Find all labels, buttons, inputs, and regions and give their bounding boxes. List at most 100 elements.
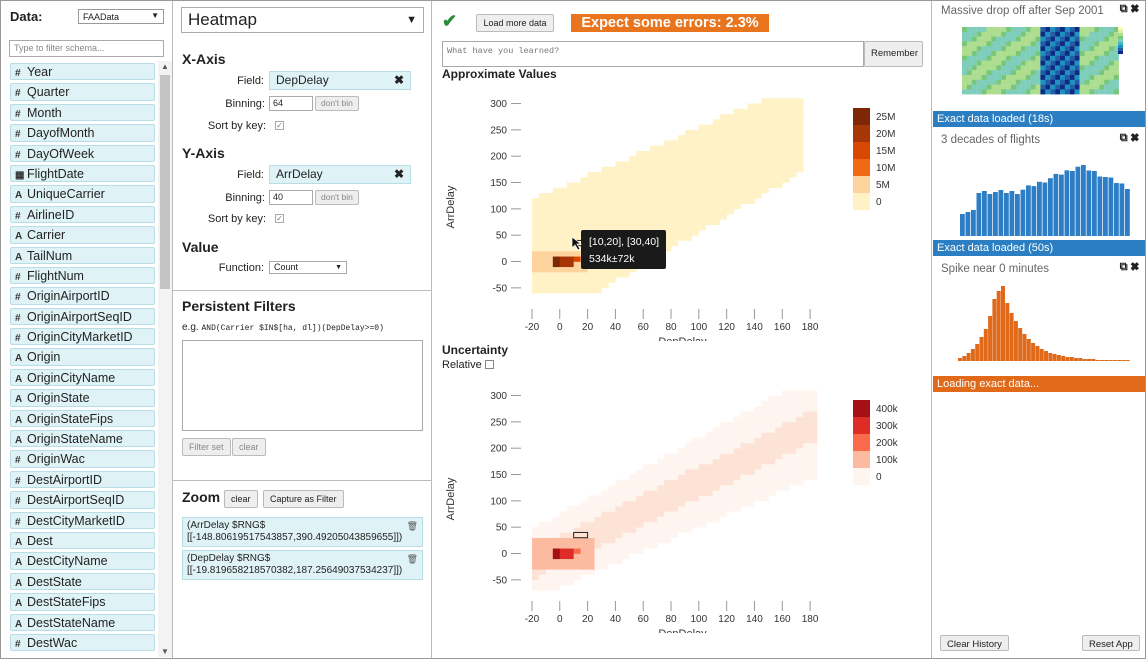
heatmap-cell[interactable] [559, 558, 568, 565]
heatmap-cell[interactable] [754, 490, 762, 496]
heatmap-cell[interactable] [733, 161, 741, 168]
heatmap-cell[interactable] [636, 527, 644, 533]
heatmap-cell[interactable] [761, 485, 769, 491]
heatmap-cell[interactable] [629, 527, 637, 533]
heatmap-cell[interactable] [622, 521, 630, 528]
heatmap-cell[interactable] [650, 542, 658, 549]
capture-as-filter-button[interactable]: Capture as Filter [263, 490, 344, 508]
heatmap-cell[interactable] [810, 458, 818, 465]
history-card[interactable]: 3 decades of flights ⧉ ✖ [935, 132, 1143, 240]
heatmap-cell[interactable] [636, 479, 644, 486]
heatmap-cell[interactable] [545, 193, 554, 199]
heatmap-cell[interactable] [698, 458, 707, 465]
heatmap-cell[interactable] [740, 490, 748, 496]
heatmap-cell[interactable] [531, 282, 540, 289]
heatmap-cell[interactable] [608, 198, 616, 204]
heatmap-cell[interactable] [573, 558, 581, 565]
heatmap-cell[interactable] [608, 171, 616, 178]
schema-field[interactable]: A OriginCityName [10, 368, 155, 387]
heatmap-cell[interactable] [754, 448, 762, 454]
heatmap-cell[interactable] [559, 516, 568, 523]
heatmap-cell[interactable] [803, 463, 811, 470]
heatmap-cell[interactable] [601, 500, 609, 507]
heatmap-cell[interactable] [733, 479, 741, 486]
heatmap-cell[interactable] [594, 214, 602, 220]
heatmap-cell[interactable] [643, 474, 651, 481]
heatmap-cell[interactable] [615, 553, 623, 560]
heatmap-cell[interactable] [705, 140, 714, 146]
heatmap-cell[interactable] [594, 495, 602, 502]
heatmap-cell[interactable] [629, 548, 637, 554]
heatmap-cell[interactable] [782, 469, 790, 475]
heatmap-cell[interactable] [650, 537, 658, 544]
heatmap-cell[interactable] [552, 537, 561, 544]
heatmap-cell[interactable] [622, 511, 630, 517]
heatmap-cell[interactable] [671, 156, 679, 162]
heatmap-cell[interactable] [698, 463, 707, 470]
heatmap-cell[interactable] [671, 203, 679, 210]
heatmap-cell[interactable] [538, 198, 547, 204]
heatmap-cell[interactable] [733, 129, 741, 136]
heatmap-cell[interactable] [733, 427, 741, 433]
heatmap-cell[interactable] [782, 411, 790, 417]
heatmap-cell[interactable] [789, 161, 797, 168]
heatmap-cell[interactable] [747, 474, 755, 481]
heatmap-cell[interactable] [761, 490, 769, 496]
heatmap-cell[interactable] [636, 495, 644, 502]
heatmap-cell[interactable] [698, 166, 707, 173]
heatmap-cell[interactable] [538, 569, 547, 575]
heatmap-cell[interactable] [538, 245, 547, 252]
heatmap-cell[interactable] [559, 527, 568, 533]
heatmap-cell[interactable] [754, 140, 762, 146]
heatmap-cell[interactable] [657, 150, 665, 157]
heatmap-cell[interactable] [594, 548, 602, 554]
heatmap-cell[interactable] [643, 193, 651, 199]
schema-field[interactable]: # FlightNum [10, 266, 155, 285]
heatmap-cell[interactable] [657, 177, 665, 183]
heatmap-cell[interactable] [622, 548, 630, 554]
heatmap-cell[interactable] [684, 150, 693, 157]
heatmap-cell[interactable] [810, 411, 818, 417]
heatmap-cell[interactable] [573, 553, 581, 560]
heatmap-cell[interactable] [754, 103, 762, 110]
heatmap-cell[interactable] [810, 469, 818, 475]
history-card[interactable]: Spike near 0 minutes ⧉ ✖ [935, 261, 1143, 375]
heatmap-cell[interactable] [789, 479, 797, 486]
heatmap-cell[interactable] [789, 395, 797, 402]
heatmap-cell[interactable] [775, 98, 783, 104]
heatmap-cell[interactable] [601, 548, 609, 554]
heatmap-cell[interactable] [671, 458, 679, 465]
heatmap-cell[interactable] [726, 145, 734, 152]
schema-field[interactable]: # DestWac [10, 633, 155, 652]
heatmap-cell[interactable] [761, 453, 769, 460]
heatmap-cell[interactable] [677, 495, 686, 502]
schema-field[interactable]: A DestStateFips [10, 593, 155, 611]
heatmap-cell[interactable] [782, 129, 790, 136]
heatmap-cell[interactable] [719, 432, 727, 438]
heatmap-cell[interactable] [671, 145, 679, 152]
heatmap-cell[interactable] [531, 537, 540, 544]
heatmap-cell[interactable] [608, 203, 616, 210]
heatmap-cell[interactable] [559, 193, 568, 199]
heatmap-cell[interactable] [677, 156, 686, 162]
heatmap-cell[interactable] [677, 166, 686, 173]
heatmap-cell[interactable] [789, 114, 797, 120]
schema-field[interactable]: # OriginCityMarketID [10, 328, 155, 346]
heatmap-cell[interactable] [789, 145, 797, 152]
load-more-button[interactable]: Load more data [476, 14, 554, 32]
heatmap-cell[interactable] [677, 161, 686, 168]
heatmap-cell[interactable] [775, 406, 783, 412]
heatmap-cell[interactable] [615, 521, 623, 528]
heatmap-cell[interactable] [747, 161, 755, 168]
heatmap-cell[interactable] [664, 182, 672, 189]
heatmap-cell[interactable] [684, 463, 693, 470]
heatmap-cell[interactable] [733, 442, 741, 449]
heatmap-cell[interactable] [629, 537, 637, 544]
heatmap-cell[interactable] [733, 108, 741, 115]
heatmap-cell[interactable] [684, 458, 693, 465]
heatmap-cell[interactable] [601, 166, 609, 173]
heatmap-cell[interactable] [552, 553, 561, 560]
heatmap-cell[interactable] [587, 516, 595, 523]
heatmap-cell[interactable] [608, 219, 616, 225]
